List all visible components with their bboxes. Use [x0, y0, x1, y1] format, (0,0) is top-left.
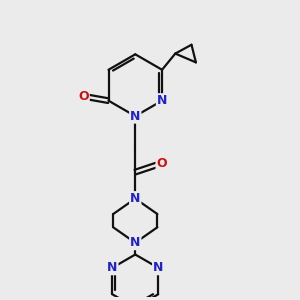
Text: N: N	[157, 94, 167, 107]
Text: O: O	[78, 90, 89, 103]
Text: N: N	[130, 110, 140, 123]
Text: N: N	[130, 192, 140, 205]
Text: N: N	[107, 261, 118, 274]
Text: N: N	[153, 261, 164, 274]
Text: O: O	[157, 157, 167, 170]
Text: N: N	[130, 236, 140, 249]
